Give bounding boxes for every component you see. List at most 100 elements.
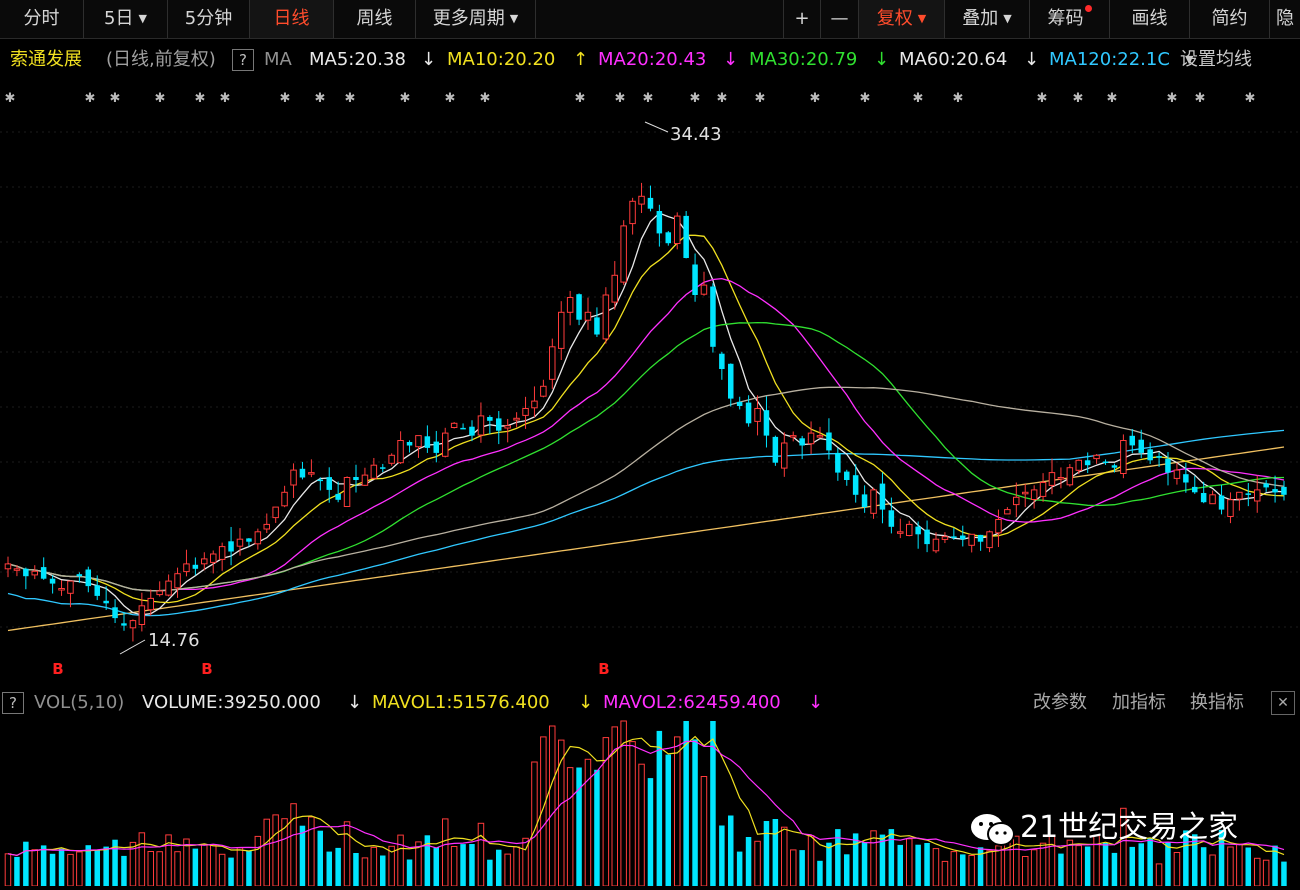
- volume-bar-up: [941, 860, 949, 887]
- candle-down: [299, 468, 306, 478]
- volume-bar-up: [754, 840, 761, 887]
- candle-down: [826, 432, 832, 451]
- candle-down: [228, 541, 234, 552]
- volume-bar-down: [728, 815, 734, 886]
- candle-down: [799, 438, 805, 446]
- candle-down: [951, 536, 957, 538]
- event-marker-icon: ✱: [575, 91, 586, 106]
- volume-bar-down: [1281, 861, 1287, 886]
- edit-params-button[interactable]: 改参数: [1033, 692, 1087, 713]
- candle-down: [1138, 439, 1144, 453]
- volume-bar-up: [513, 846, 520, 887]
- swap-indicator-button[interactable]: 换指标: [1190, 692, 1244, 713]
- volume-bar-down: [879, 834, 886, 886]
- mavol1-value: MAVOL1:51576.400: [372, 692, 550, 713]
- candle-down: [719, 353, 725, 369]
- volume-chart[interactable]: [0, 718, 1300, 887]
- candle-up: [995, 519, 1002, 534]
- event-marker-icon: ✱: [400, 91, 411, 106]
- volume-bar-up: [807, 835, 815, 887]
- ma60-arrow-icon: ↓: [1024, 49, 1040, 70]
- mavol2-arrow-icon: ↓: [808, 692, 824, 713]
- help-icon[interactable]: ?: [232, 49, 254, 71]
- adjust-button[interactable]: 复权 ▼: [859, 0, 945, 38]
- candle-down: [94, 585, 100, 596]
- volume-bar-down: [745, 837, 752, 886]
- zoom-out-button[interactable]: —: [821, 0, 859, 38]
- candle-up: [1066, 467, 1074, 486]
- stock-name: 索通发展: [10, 49, 82, 70]
- volume-help-icon[interactable]: ?: [2, 692, 24, 714]
- candle-down: [496, 418, 502, 431]
- candle-down: [76, 574, 83, 577]
- tab-intraday[interactable]: 分时: [0, 0, 84, 38]
- event-marker-icon: ✱: [953, 91, 964, 106]
- candle-up: [263, 523, 270, 530]
- volume-bar-down: [460, 844, 466, 886]
- volume-bar-down: [40, 845, 47, 886]
- candle-up: [1254, 489, 1261, 502]
- volume-bar-down: [656, 730, 663, 886]
- candle-up: [236, 538, 244, 547]
- ma20-arrow-icon: ↓: [723, 49, 739, 70]
- high-price-label: 34.43: [670, 124, 722, 145]
- volume-bar-down: [817, 860, 823, 886]
- volume-bar-down: [1138, 843, 1144, 886]
- ma10-arrow-icon: ↑: [573, 49, 589, 70]
- volume-bar-down: [246, 850, 252, 886]
- candle-up: [442, 432, 449, 457]
- event-marker-icon: ✱: [220, 91, 231, 106]
- volume-bar-down: [406, 859, 413, 886]
- volume-bar-up: [629, 741, 636, 887]
- zoom-in-button[interactable]: +: [783, 0, 821, 38]
- volume-bar-up: [781, 826, 788, 887]
- vol-label: VOL(5,10): [34, 692, 125, 713]
- hide-button[interactable]: 隐: [1276, 8, 1294, 29]
- chips-button[interactable]: 筹码: [1030, 0, 1110, 38]
- tab-more-periods-label: 更多周期: [432, 8, 505, 29]
- event-marker-icon: ✱: [85, 91, 96, 106]
- add-indicator-button[interactable]: 加指标: [1112, 692, 1166, 713]
- volume-bar-down: [1111, 852, 1118, 886]
- candle-down: [112, 607, 118, 619]
- tab-5min[interactable]: 5分钟: [168, 0, 250, 38]
- overlay-button[interactable]: 叠加 ▼: [945, 0, 1030, 38]
- volume-bar-up: [4, 853, 12, 887]
- ma20-value: MA20:20.43: [598, 49, 707, 70]
- candle-down: [647, 197, 654, 209]
- volume-bar-up: [343, 821, 351, 887]
- candle-up: [1057, 477, 1065, 480]
- signal-flag-icon: B: [598, 660, 609, 678]
- tab-daily[interactable]: 日线: [250, 0, 334, 38]
- kline-chart[interactable]: ✱ ✱ ✱ ✱ ✱ ✱ ✱ ✱ ✱ ✱ ✱ ✱ ✱ ✱ ✱ ✱ ✱ ✱ ✱ ✱ ✱ ✱ ✱ ✱ ✱ ✱ ✱ ✱ 34.43 14.76 B B…: [0, 80, 1300, 680]
- volume-bar-up: [450, 846, 458, 887]
- volume-bar-down: [736, 851, 743, 886]
- volume-bar-down: [94, 850, 100, 886]
- tab-more-periods[interactable]: 更多周期 ▼: [416, 0, 536, 38]
- volume-bar-up: [995, 845, 1002, 887]
- draw-line-button[interactable]: 画线: [1110, 0, 1190, 38]
- candle-up: [58, 588, 65, 591]
- candle-up: [906, 523, 913, 536]
- ma30-arrow-icon: ↓: [874, 49, 890, 70]
- tab-weekly[interactable]: 周线: [334, 0, 416, 38]
- volume-bar-down: [424, 835, 431, 886]
- event-marker-icon: ✱: [1107, 91, 1118, 106]
- close-icon[interactable]: ✕: [1271, 691, 1295, 715]
- simple-mode-button[interactable]: 简约: [1190, 0, 1270, 38]
- wechat-icon: [971, 814, 1015, 846]
- candle-down: [460, 427, 466, 430]
- candle-down: [23, 568, 29, 577]
- volume-bar-down: [1058, 853, 1064, 886]
- overlay-label: 叠加: [962, 8, 999, 29]
- volume-bar-down: [103, 846, 109, 886]
- high-price-pointer: [644, 121, 669, 133]
- volume-bar-up: [790, 849, 797, 887]
- candle-up: [584, 311, 592, 321]
- volume-bar-up: [968, 855, 975, 887]
- candle-down: [861, 494, 868, 508]
- ma5-line: [7, 212, 1285, 616]
- candle-up: [1030, 489, 1038, 500]
- candle-down: [40, 567, 47, 579]
- tab-5day[interactable]: 5日 ▼: [84, 0, 168, 38]
